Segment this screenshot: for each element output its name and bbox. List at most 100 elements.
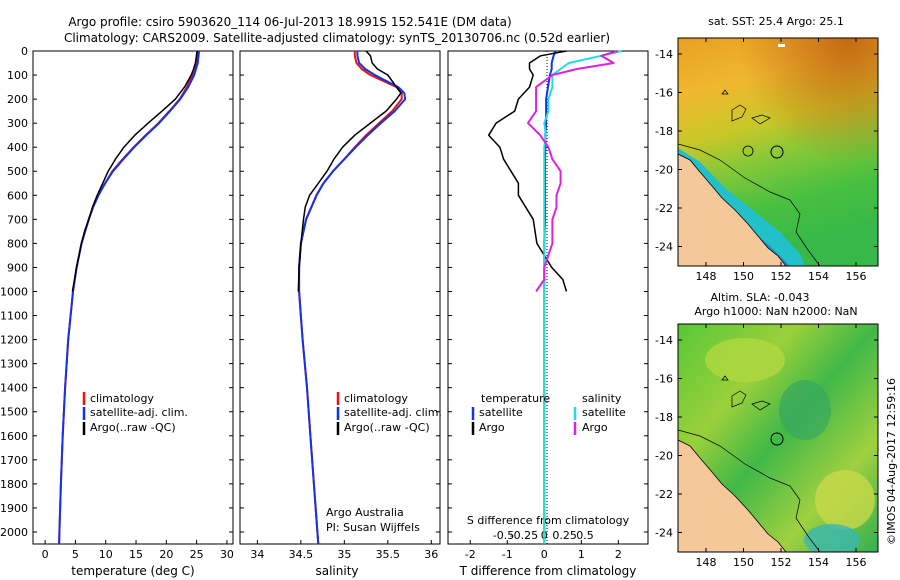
depth-tick-label: 600 — [7, 189, 28, 202]
lat-tick-label: -18 — [655, 411, 673, 424]
temperature-tick-label: 15 — [129, 548, 143, 561]
tdiff-tick-label: 2 — [615, 548, 622, 561]
series-line-salinity-satellite — [543, 50, 622, 544]
legend-satellite-label: satellite-adj. clim. — [344, 406, 442, 419]
difference-plot-frame — [447, 50, 649, 545]
depth-tick-label: 1600 — [0, 430, 28, 443]
shelf-contour — [678, 143, 821, 266]
sla-low-patch — [804, 524, 860, 552]
legend-salinity-heading: salinity — [582, 392, 622, 405]
lon-tick-label: 150 — [733, 270, 754, 283]
depth-tick-label: 1000 — [0, 285, 28, 298]
lat-tick-label: -22 — [655, 202, 673, 215]
coastline-land — [678, 439, 787, 552]
depth-tick-label: 800 — [7, 237, 28, 250]
depth-tick-label: 2000 — [0, 526, 28, 539]
sla-map-frame — [677, 323, 879, 553]
temperature-series — [58, 50, 201, 545]
tdiff-tick-label: -1 — [502, 548, 513, 561]
legend-satellite-label: satellite-adj. clim. — [90, 406, 188, 419]
depth-tick-label: 200 — [7, 93, 28, 106]
temperature-tick-label: 20 — [159, 548, 173, 561]
imos-timestamp: ©IMOS 04-Aug-2017 12:59:16 — [885, 378, 898, 545]
argo-position-marker — [778, 44, 785, 47]
depth-tick-label: 1700 — [0, 454, 28, 467]
temperature-tick-label: 5 — [72, 548, 79, 561]
sdiff-tick-label: -0.5 — [493, 529, 514, 542]
shelf-contour — [678, 429, 821, 552]
legend-climatology-label: climatology — [344, 392, 408, 405]
reef-outline — [770, 432, 784, 446]
lat-tick-label: -14 — [655, 334, 673, 347]
depth-tick-label: 1400 — [0, 382, 28, 395]
lat-tick-label: -16 — [655, 373, 673, 386]
salinity-tick-label: 34.5 — [289, 548, 314, 561]
temperature-tick-label: 30 — [220, 548, 234, 561]
depth-tick-label: 1500 — [0, 406, 28, 419]
depth-tick-label: 500 — [7, 165, 28, 178]
depth-tick-label: 1200 — [0, 334, 28, 347]
lat-tick-label: -16 — [655, 87, 673, 100]
reef-outline — [742, 145, 754, 157]
depth-tick-label: 1900 — [0, 502, 28, 515]
tdiff-tick-label: 0 — [541, 548, 548, 561]
lat-tick-label: -24 — [655, 241, 673, 254]
series-line-temperature-argo — [487, 50, 568, 292]
depth-tick-label: 300 — [7, 117, 28, 130]
salinity-tick-label: 35.5 — [376, 548, 401, 561]
sla-high-patch — [705, 338, 785, 382]
depth-axis: 0 100 200 300 400 500 600 700 800 900 1000 1100 1200… — [0, 45, 648, 539]
lat-tick-label: -22 — [655, 488, 673, 501]
t-difference-label: T difference from climatology — [459, 564, 637, 578]
temperature-axis-label: temperature (deg C) — [71, 564, 194, 578]
depth-tick-label: 1100 — [0, 310, 28, 323]
legend-s-satellite-label: satellite — [582, 406, 626, 419]
legend-argo-label: Argo(..raw -QC) — [344, 421, 430, 434]
difference-series — [487, 50, 622, 544]
reef-outline — [721, 89, 771, 125]
lat-tick-label: -18 — [655, 125, 673, 138]
salinity-axis-label: salinity — [315, 564, 358, 578]
lat-tick-label: -20 — [655, 450, 673, 463]
lon-tick-label: 152 — [771, 556, 792, 569]
series-line-argo-raw-qc- — [71, 50, 198, 292]
title-line-1: Argo profile: csiro 5903620_114 06-Jul-2… — [68, 15, 511, 29]
depth-tick-label: 400 — [7, 141, 28, 154]
coastline-land — [678, 153, 787, 266]
salinity-x-axis: 34 34.5 35 35.5 36 — [250, 540, 438, 561]
tdiff-tick-label: -2 — [465, 548, 476, 561]
depth-tick-label: 0 — [21, 45, 28, 58]
reef-outline — [770, 145, 784, 159]
salinity-tick-label: 35 — [337, 548, 351, 561]
credit-line-2: PI: Susan Wijffels — [326, 521, 420, 534]
salinity-panel: 34 34.5 35 35.5 36 salinity climatology sate… — [239, 50, 442, 578]
salinity-legend: climatology satellite-adj. clim. Argo(..… — [336, 392, 442, 435]
legend-t-satellite-label: satellite — [479, 406, 523, 419]
sst-map-panel: sat. SST: 25.4 Argo: 25.1 — [655, 15, 879, 283]
salinity-tick-label: 34 — [250, 548, 264, 561]
series-line-satellite-adj-clim- — [298, 51, 407, 545]
lon-tick-label: 148 — [696, 270, 717, 283]
sst-map-frame — [677, 37, 879, 267]
salinity-series — [297, 50, 407, 545]
lat-tick-label: -20 — [655, 164, 673, 177]
lon-tick-label: 154 — [808, 556, 829, 569]
lon-tick-label: 156 — [846, 270, 867, 283]
depth-tick-label: 1800 — [0, 478, 28, 491]
lon-tick-label: 148 — [696, 556, 717, 569]
tdiff-tick-label: 1 — [578, 548, 585, 561]
temperature-tick-label: 25 — [190, 548, 204, 561]
reef-outline — [721, 375, 771, 411]
legend-s-argo-label: Argo — [582, 421, 608, 434]
salinity-tick-label: 36 — [424, 548, 438, 561]
title-line-2: Climatology: CARS2009. Satellite-adjuste… — [64, 31, 610, 45]
sla-low-patch — [779, 380, 831, 440]
sdiff-tick-label: 0.5 — [576, 529, 594, 542]
difference-legend: temperature salinity satellite Argo sate… — [471, 392, 626, 435]
credit-line-1: Argo Australia — [326, 506, 404, 519]
sla-map-title-1: Altim. SLA: -0.043 — [710, 291, 809, 304]
temperature-tick-label: 10 — [99, 548, 113, 561]
depth-tick-label: 900 — [7, 261, 28, 274]
temperature-x-axis: 0 5 10 15 20 25 30 — [42, 540, 234, 561]
lon-tick-label: 152 — [771, 270, 792, 283]
